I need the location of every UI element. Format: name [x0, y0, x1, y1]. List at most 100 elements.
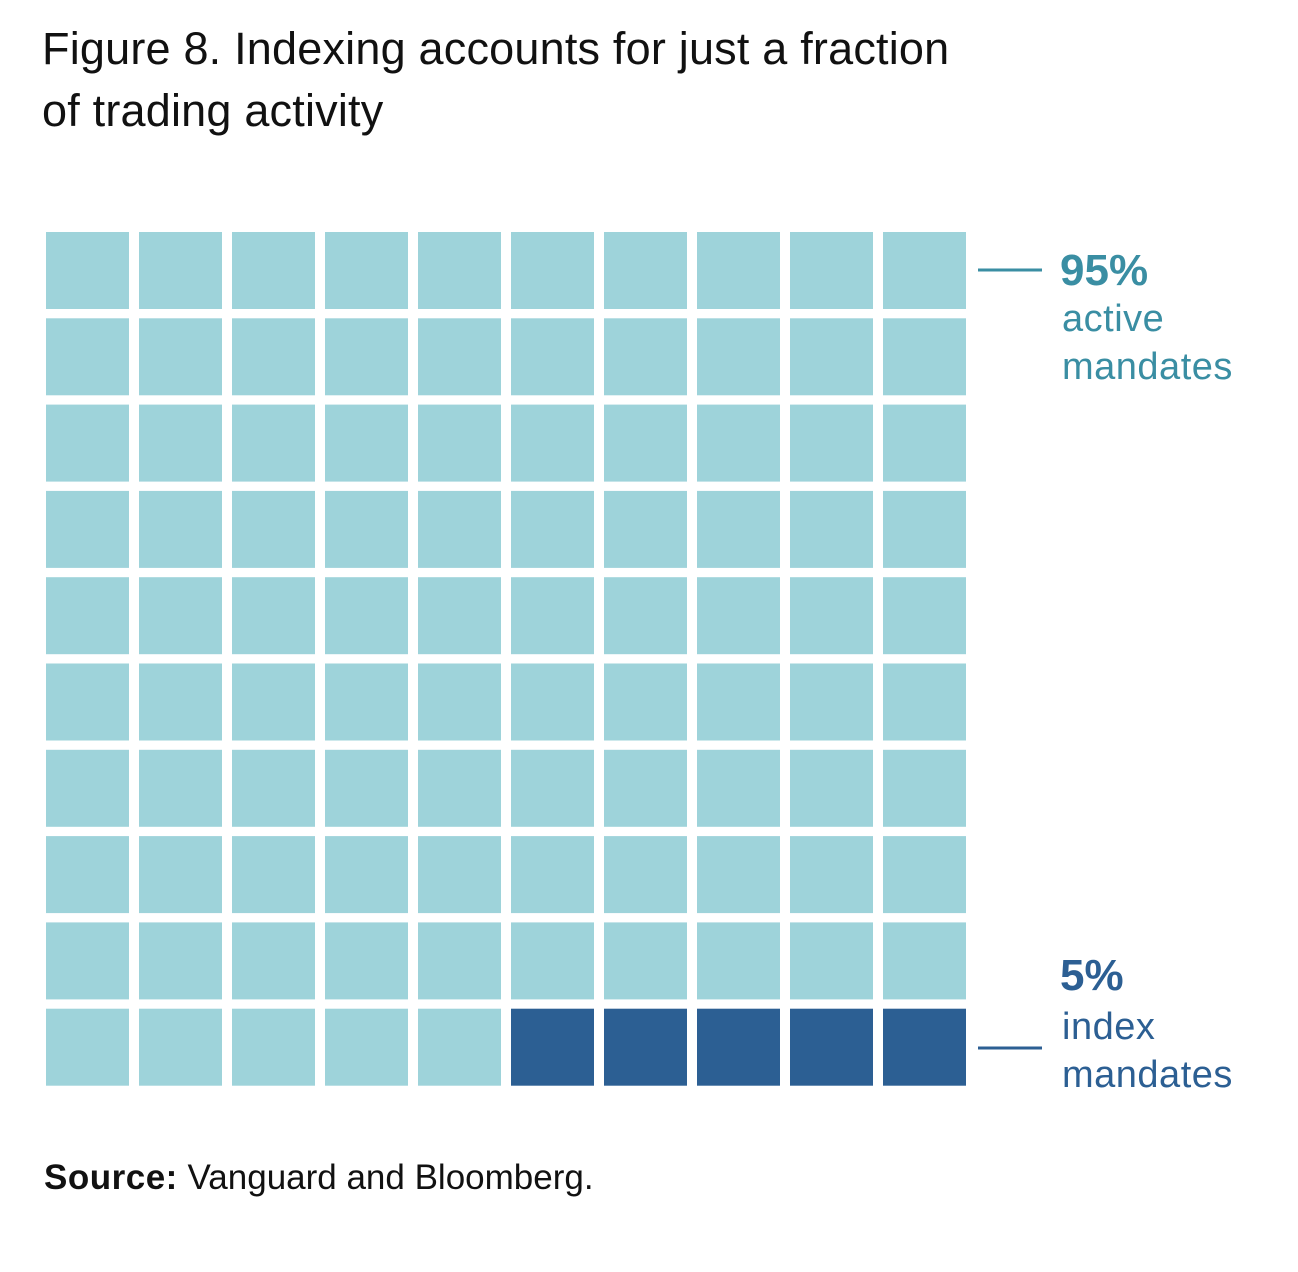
active-mandate-cell	[139, 1008, 222, 1086]
active-mandate-cell	[46, 922, 129, 1000]
active-mandate-cell	[604, 404, 687, 482]
waffle-cells	[46, 232, 966, 1086]
active-mandate-cell	[46, 663, 129, 741]
active-mandate-cell	[790, 404, 873, 482]
index-mandate-cell	[883, 1008, 966, 1086]
index-label-line-2: mandates	[1062, 1054, 1233, 1096]
active-mandate-cell	[232, 490, 315, 568]
active-mandate-cell	[418, 577, 501, 655]
index-percent-label: 5%	[1060, 951, 1124, 1000]
active-mandate-cell	[46, 490, 129, 568]
active-mandate-cell	[697, 922, 780, 1000]
active-label-line-1: active	[1062, 298, 1164, 340]
active-mandate-cell	[697, 490, 780, 568]
active-mandate-cell	[883, 404, 966, 482]
active-mandate-cell	[325, 318, 408, 396]
index-label-line-1: index	[1062, 1006, 1155, 1048]
active-mandate-cell	[790, 749, 873, 827]
source-note: Source: Vanguard and Bloomberg.	[44, 1158, 594, 1198]
active-mandate-cell	[511, 404, 594, 482]
active-mandate-cell	[325, 663, 408, 741]
active-mandate-cell	[232, 749, 315, 827]
active-mandate-cell	[697, 577, 780, 655]
active-mandate-cell	[604, 232, 687, 309]
active-mandate-cell	[232, 663, 315, 741]
active-mandate-cell	[883, 577, 966, 655]
active-mandate-cell	[46, 749, 129, 827]
index-mandate-cell	[790, 1008, 873, 1086]
active-mandate-cell	[604, 836, 687, 914]
active-mandate-cell	[883, 663, 966, 741]
active-mandate-cell	[418, 1008, 501, 1086]
source-text: Vanguard and Bloomberg.	[187, 1158, 594, 1197]
active-mandate-cell	[604, 663, 687, 741]
active-mandate-cell	[790, 577, 873, 655]
active-mandate-cell	[325, 1008, 408, 1086]
active-mandate-cell	[697, 836, 780, 914]
active-mandate-cell	[697, 404, 780, 482]
active-mandate-cell	[325, 490, 408, 568]
active-mandate-cell	[139, 577, 222, 655]
active-mandate-cell	[46, 404, 129, 482]
index-mandate-cell	[604, 1008, 687, 1086]
active-mandate-cell	[418, 404, 501, 482]
active-mandate-cell	[790, 318, 873, 396]
active-mandate-cell	[325, 749, 408, 827]
active-mandate-cell	[604, 577, 687, 655]
active-mandate-cell	[883, 749, 966, 827]
active-mandate-cell	[139, 922, 222, 1000]
active-mandate-cell	[232, 232, 315, 309]
active-mandate-cell	[697, 749, 780, 827]
active-mandate-cell	[883, 490, 966, 568]
active-percent-label: 95%	[1060, 246, 1148, 295]
active-mandate-cell	[418, 490, 501, 568]
active-mandate-cell	[697, 663, 780, 741]
active-mandate-cell	[325, 232, 408, 309]
chart-title-line-1: Figure 8. Indexing accounts for just a f…	[42, 23, 950, 74]
active-mandate-cell	[790, 836, 873, 914]
active-mandate-cell	[139, 663, 222, 741]
active-mandate-cell	[139, 490, 222, 568]
active-mandate-cell	[46, 1008, 129, 1086]
chart-title: Figure 8. Indexing accounts for just a f…	[42, 18, 1222, 142]
active-mandate-cell	[883, 836, 966, 914]
active-mandate-cell	[232, 404, 315, 482]
active-mandate-cell	[139, 318, 222, 396]
active-mandate-cell	[139, 749, 222, 827]
active-mandate-cell	[790, 663, 873, 741]
active-mandate-cell	[418, 922, 501, 1000]
active-mandate-cell	[418, 232, 501, 309]
active-mandate-cell	[604, 490, 687, 568]
active-mandate-cell	[511, 749, 594, 827]
active-mandate-cell	[418, 836, 501, 914]
active-mandate-cell	[418, 663, 501, 741]
active-mandate-cell	[790, 232, 873, 309]
active-mandate-cell	[511, 577, 594, 655]
active-mandate-cell	[325, 922, 408, 1000]
active-mandate-cell	[883, 318, 966, 396]
active-mandate-cell	[511, 836, 594, 914]
active-mandate-cell	[883, 922, 966, 1000]
active-mandate-cell	[511, 490, 594, 568]
active-mandate-cell	[46, 232, 129, 309]
active-mandate-cell	[232, 922, 315, 1000]
active-mandate-cell	[511, 663, 594, 741]
active-mandate-cell	[790, 922, 873, 1000]
active-mandate-cell	[139, 836, 222, 914]
active-label-line-2: mandates	[1062, 346, 1233, 388]
active-mandate-cell	[232, 318, 315, 396]
active-mandate-cell	[325, 577, 408, 655]
active-mandate-cell	[232, 836, 315, 914]
active-mandate-cell	[46, 836, 129, 914]
active-mandate-cell	[697, 232, 780, 309]
active-mandate-cell	[511, 318, 594, 396]
active-mandate-cell	[139, 404, 222, 482]
active-mandate-cell	[418, 318, 501, 396]
active-mandate-cell	[46, 318, 129, 396]
index-mandate-cell	[697, 1008, 780, 1086]
active-mandate-cell	[511, 922, 594, 1000]
active-mandate-cell	[790, 490, 873, 568]
active-mandate-cell	[604, 749, 687, 827]
chart-title-line-2: of trading activity	[42, 85, 384, 136]
